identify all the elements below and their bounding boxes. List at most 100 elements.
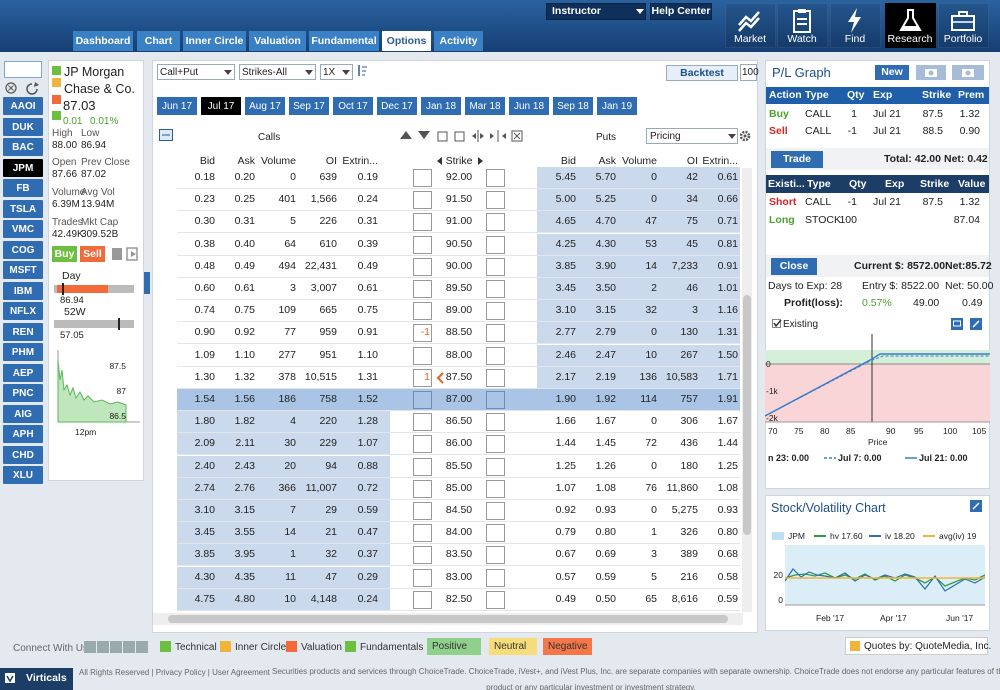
symbol-label[interactable]: AEP	[12, 367, 34, 379]
put-qty-box[interactable]	[486, 502, 505, 520]
call-qty-box[interactable]	[413, 435, 432, 454]
quantity-input[interactable]	[740, 64, 757, 81]
pricing-label[interactable]: Pricing	[650, 131, 681, 142]
call-qty-box[interactable]	[413, 479, 432, 498]
symbol-button[interactable]	[3, 281, 43, 300]
call-qty-box[interactable]	[413, 191, 432, 210]
symbol-label[interactable]: FB	[16, 183, 30, 194]
expiration-label[interactable]: Jan 18	[425, 101, 457, 112]
instructor-select[interactable]	[546, 3, 646, 20]
select-label[interactable]: Strikes-All	[242, 67, 288, 78]
symbol-button[interactable]	[3, 466, 43, 484]
collapse-tab[interactable]	[143, 272, 150, 294]
nav-label[interactable]: Research	[887, 33, 933, 45]
put-qty-box[interactable]	[486, 368, 505, 387]
symbol-button[interactable]	[3, 261, 43, 279]
expiration-button[interactable]	[157, 97, 197, 115]
put-qty-box[interactable]	[486, 435, 505, 454]
tab-label[interactable]: Dashboard	[75, 35, 131, 47]
call-qty-box[interactable]	[413, 324, 432, 343]
new-button[interactable]	[875, 65, 909, 80]
put-qty-box[interactable]	[486, 324, 505, 343]
expiration-label[interactable]: Jun 17	[161, 101, 193, 112]
call-qty-box[interactable]	[413, 235, 432, 254]
put-qty-box[interactable]	[486, 457, 505, 476]
select-label[interactable]: 1X	[323, 67, 336, 78]
symbol-button[interactable]	[3, 179, 43, 197]
symbol-button[interactable]	[3, 220, 43, 238]
symbol-button[interactable]	[3, 138, 43, 156]
symbol-label[interactable]: XLU	[13, 470, 33, 481]
tab[interactable]	[434, 31, 483, 51]
expiration-button[interactable]	[201, 97, 241, 115]
backtest-label[interactable]: Backtest	[680, 67, 724, 79]
symbol-label[interactable]: AAOI	[10, 101, 36, 112]
expiration-label[interactable]: Jul 17	[207, 101, 235, 112]
call-qty-box[interactable]	[413, 169, 432, 187]
symbol-label[interactable]: PHM	[11, 347, 35, 358]
call-qty-box[interactable]	[413, 368, 432, 387]
call-qty-box[interactable]	[413, 502, 432, 520]
tab[interactable]	[137, 31, 180, 51]
tab[interactable]	[73, 31, 133, 51]
symbol-label[interactable]: JPM	[12, 162, 34, 174]
nav-label[interactable]: Find	[844, 33, 866, 45]
symbol-label[interactable]: MSFT	[9, 265, 37, 276]
symbol-label[interactable]: AIG	[14, 408, 32, 420]
tab-label[interactable]: Chart	[144, 35, 173, 47]
expiration-button[interactable]	[597, 97, 637, 115]
select-box[interactable]	[239, 64, 316, 80]
buy-button[interactable]	[52, 246, 77, 262]
nav-button-bg[interactable]	[725, 3, 776, 48]
symbol-button[interactable]	[3, 240, 43, 259]
call-qty-box[interactable]	[413, 413, 432, 432]
put-qty-box[interactable]	[486, 346, 505, 365]
buy-label[interactable]: Buy	[54, 248, 75, 260]
put-qty-box[interactable]	[486, 546, 505, 565]
symbol-label[interactable]: COG	[11, 244, 35, 256]
symbol-label[interactable]: VMC	[11, 224, 35, 235]
sell-button[interactable]	[80, 246, 105, 262]
expiration-button[interactable]	[245, 97, 285, 115]
call-qty[interactable]: 1	[424, 370, 430, 383]
tab-label[interactable]: Inner Circle	[185, 35, 244, 47]
nav-label[interactable]: Watch	[787, 33, 817, 45]
symbol-button[interactable]	[3, 199, 43, 218]
tab-label[interactable]: Fundamental	[311, 35, 377, 47]
symbol-button[interactable]	[3, 404, 43, 423]
symbol-label[interactable]: BAC	[12, 142, 34, 153]
expiration-button[interactable]	[553, 97, 593, 115]
sell-label[interactable]: Sell	[83, 248, 102, 260]
new-label[interactable]: New	[881, 66, 903, 78]
pricing-select[interactable]	[646, 128, 738, 144]
expiration-button[interactable]	[333, 97, 373, 115]
expiration-button[interactable]	[465, 97, 505, 115]
expiration-button[interactable]	[289, 97, 329, 115]
put-qty-box[interactable]	[486, 257, 505, 276]
symbol-label[interactable]: CHD	[12, 449, 34, 461]
backtest-button[interactable]	[666, 65, 738, 81]
symbol-label[interactable]: PNC	[12, 388, 34, 399]
expiration-button[interactable]	[421, 97, 461, 115]
close-button[interactable]	[771, 258, 817, 275]
trade-button[interactable]	[771, 151, 823, 168]
symbol-label[interactable]: IBM	[13, 285, 33, 297]
call-qty[interactable]: -1	[420, 326, 430, 339]
tab-label[interactable]: Valuation	[254, 35, 301, 47]
put-qty-box[interactable]	[486, 413, 505, 432]
tab[interactable]	[249, 31, 306, 51]
call-qty-box[interactable]	[413, 568, 432, 587]
put-qty-box[interactable]	[486, 191, 505, 210]
symbol-input[interactable]	[4, 61, 42, 78]
symbol-label[interactable]: TSLA	[9, 203, 37, 215]
symbol-button[interactable]	[3, 97, 43, 115]
expiration-label[interactable]: Aug 17	[249, 101, 281, 112]
call-qty-box[interactable]	[413, 346, 432, 365]
call-qty-box[interactable]	[413, 524, 432, 543]
select-label[interactable]: Call+Put	[160, 67, 199, 78]
symbol-label[interactable]: APH	[12, 429, 34, 440]
put-qty-box[interactable]	[486, 235, 505, 254]
put-qty-box[interactable]	[486, 169, 505, 187]
put-qty-box[interactable]	[486, 213, 505, 232]
put-qty-box[interactable]	[486, 391, 505, 409]
